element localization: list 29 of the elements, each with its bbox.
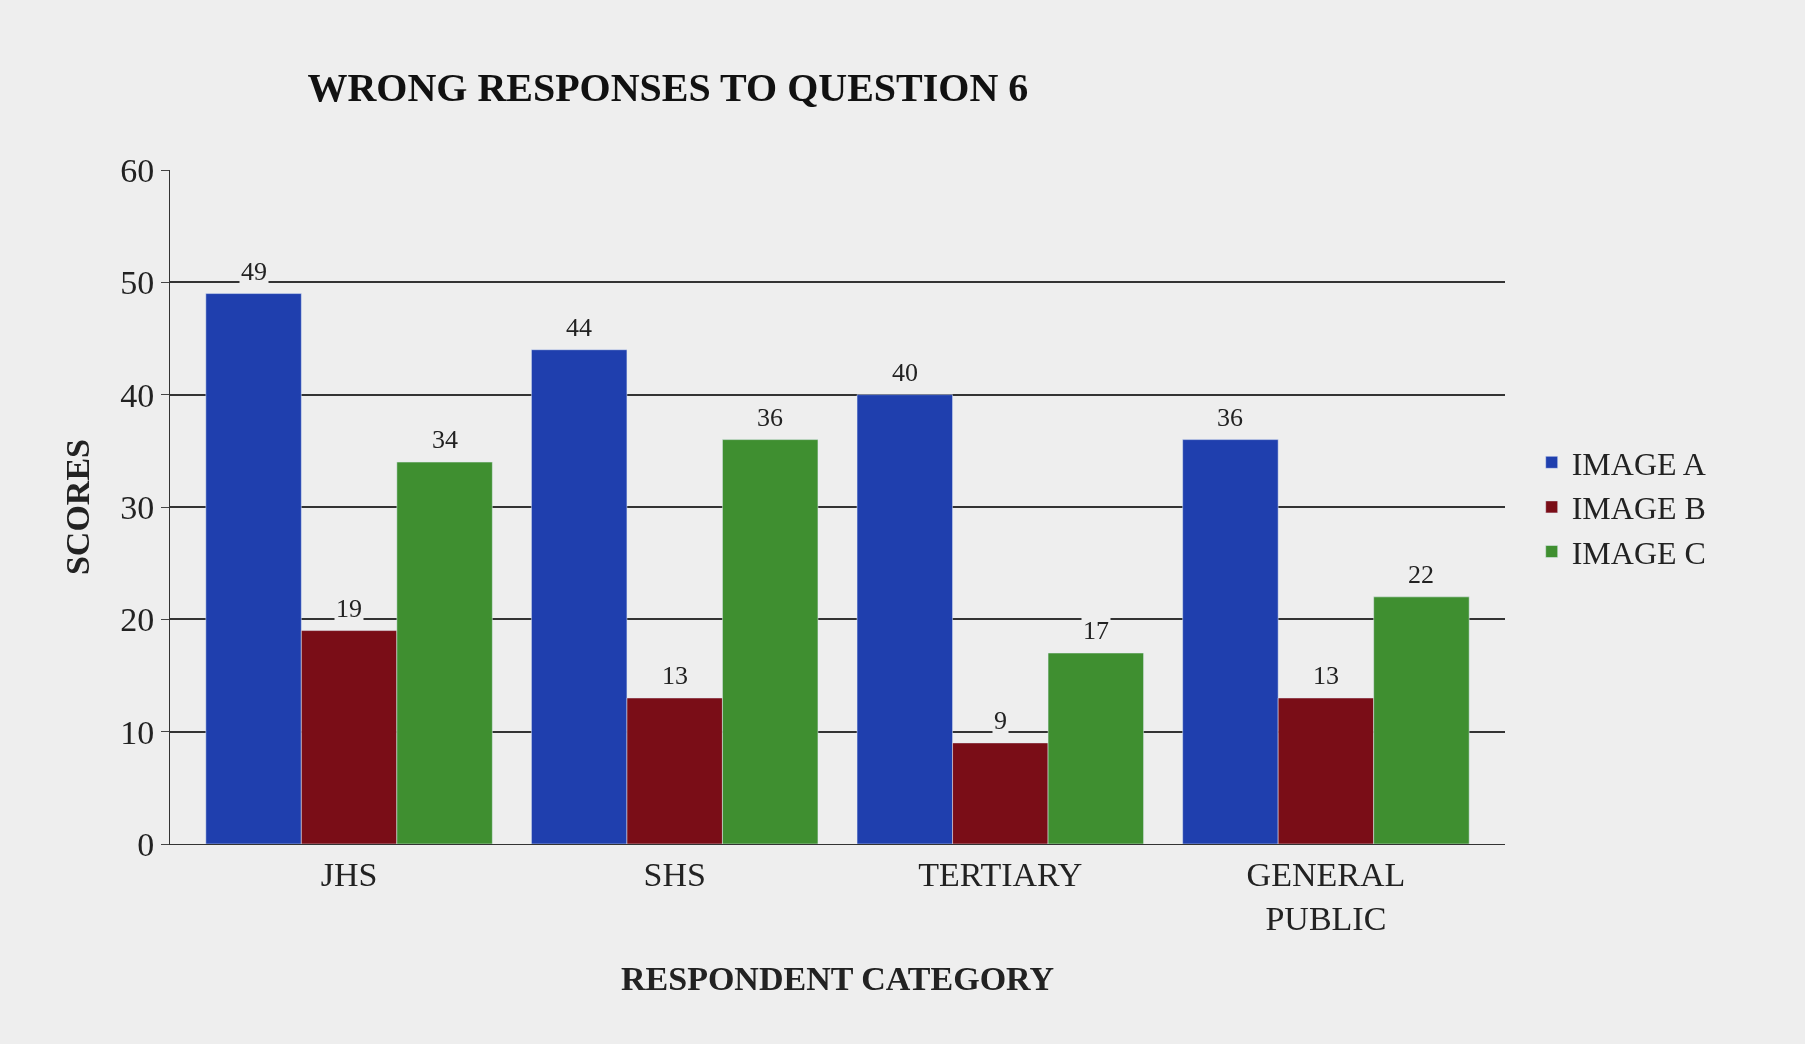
data-label: 13: [1313, 661, 1339, 690]
y-tick-label: 30: [120, 488, 155, 526]
data-label: 49: [241, 257, 267, 286]
y-axis-title: SCORES: [58, 438, 96, 576]
data-label: 40: [892, 358, 918, 387]
x-axis-title: RESPONDENT CATEGORY: [620, 960, 1055, 998]
x-tick-label: JHS: [320, 855, 378, 893]
data-label: 9: [994, 706, 1007, 735]
data-label: 44: [566, 313, 592, 342]
data-label: 17: [1083, 616, 1109, 645]
y-tick-label: 40: [120, 376, 155, 414]
chart-title: WRONG RESPONSES TO QUESTION 6: [307, 65, 1029, 111]
data-label: 19: [336, 594, 362, 623]
data-label: 22: [1408, 560, 1434, 589]
x-tick-label: TERTIARY: [918, 855, 1083, 893]
data-label: 36: [757, 403, 783, 432]
legend-label: IMAGE B: [1571, 490, 1706, 527]
y-tick-label: 20: [120, 601, 155, 639]
legend-label: IMAGE A: [1571, 445, 1706, 482]
x-tick-label: GENERAL PUBLIC: [1246, 855, 1406, 937]
data-label: 34: [432, 425, 458, 454]
y-tick-label: 60: [120, 151, 155, 189]
y-tick-label: 50: [120, 264, 155, 302]
y-tick-label: 0: [137, 825, 155, 863]
data-label: 13: [662, 661, 688, 690]
data-label: 36: [1217, 403, 1243, 432]
y-tick-label: 10: [120, 713, 155, 751]
legend-label: IMAGE C: [1571, 534, 1706, 571]
x-tick-label: SHS: [643, 855, 706, 893]
